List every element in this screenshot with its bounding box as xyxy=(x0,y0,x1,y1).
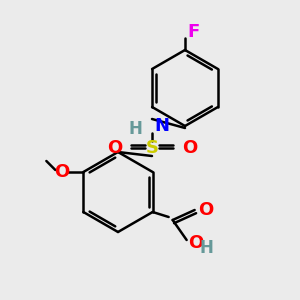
Text: O: O xyxy=(107,139,122,157)
Text: N: N xyxy=(154,117,169,135)
Text: O: O xyxy=(54,163,69,181)
Text: O: O xyxy=(198,201,213,219)
Text: H: H xyxy=(128,120,142,138)
Text: O: O xyxy=(188,234,203,252)
Text: O: O xyxy=(182,139,197,157)
Text: F: F xyxy=(187,23,199,41)
Text: S: S xyxy=(146,139,158,157)
Text: H: H xyxy=(200,239,214,257)
